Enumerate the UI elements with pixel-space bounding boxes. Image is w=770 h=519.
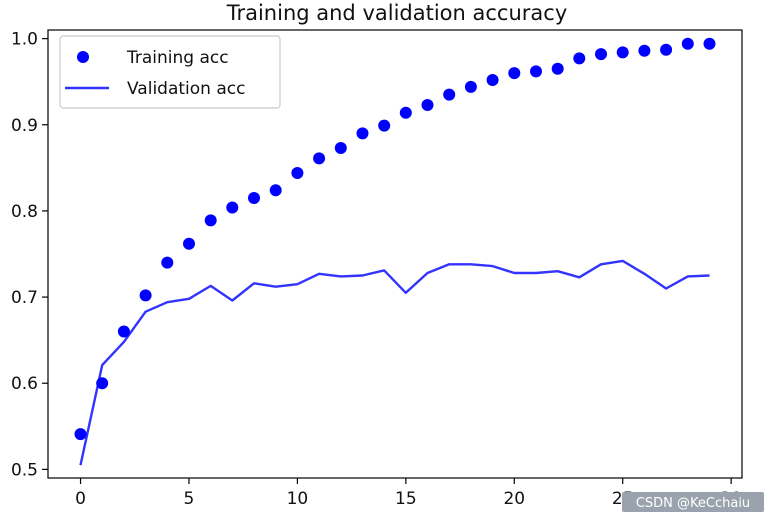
training-acc-point xyxy=(74,428,87,441)
training-acc-point xyxy=(660,43,673,56)
x-tick-label: 0 xyxy=(75,489,86,509)
x-tick-label: 15 xyxy=(395,489,417,509)
series-points-training-acc xyxy=(74,37,716,441)
y-axis: 0.5 0.6 0.7 0.8 0.9 1.0 xyxy=(11,30,48,480)
training-acc-point xyxy=(530,65,542,78)
training-acc-point xyxy=(703,37,716,50)
training-acc-point xyxy=(595,48,607,61)
training-acc-point xyxy=(443,88,456,101)
training-acc-point xyxy=(681,37,694,50)
x-tick-label: 10 xyxy=(287,489,309,509)
watermark-background xyxy=(622,492,764,512)
training-acc-point xyxy=(356,127,369,140)
training-acc-point xyxy=(399,106,412,119)
training-acc-point xyxy=(421,99,434,111)
training-acc-point xyxy=(139,289,152,302)
training-acc-point xyxy=(269,184,282,197)
training-acc-point xyxy=(161,256,174,269)
training-acc-point xyxy=(616,46,629,59)
training-acc-point xyxy=(508,67,521,80)
legend-marker-training-acc xyxy=(77,51,89,63)
training-acc-point xyxy=(96,377,109,390)
x-tick-label: 5 xyxy=(184,489,195,509)
y-tick-label: 0.8 xyxy=(11,202,38,222)
watermark: CSDN @KeCchaiu xyxy=(622,492,764,512)
training-acc-point xyxy=(573,52,586,65)
y-tick-label: 1.0 xyxy=(11,30,38,50)
training-acc-point xyxy=(334,142,347,154)
training-acc-point xyxy=(638,44,651,57)
x-tick-label: 20 xyxy=(503,489,525,509)
training-acc-point xyxy=(486,74,499,86)
legend: Training acc Validation acc xyxy=(59,35,281,109)
legend-box xyxy=(59,35,281,109)
training-acc-point xyxy=(204,214,217,227)
training-acc-point xyxy=(183,237,195,250)
training-acc-point xyxy=(117,325,130,338)
training-acc-point xyxy=(291,167,304,179)
legend-label-training-acc: Training acc xyxy=(126,48,229,68)
training-acc-point xyxy=(313,152,326,165)
training-acc-point xyxy=(248,192,260,204)
y-tick-label: 0.6 xyxy=(11,374,38,394)
y-tick-label: 0.5 xyxy=(11,460,38,480)
series-line-validation-acc xyxy=(79,259,710,466)
watermark-text: CSDN @KeCchaiu xyxy=(636,496,750,511)
training-acc-point xyxy=(226,201,239,214)
training-acc-point xyxy=(378,119,391,132)
training-acc-point xyxy=(551,62,564,75)
training-acc-point xyxy=(464,80,477,93)
legend-label-validation-acc: Validation acc xyxy=(127,79,245,99)
y-tick-label: 0.9 xyxy=(11,116,38,136)
y-tick-label: 0.7 xyxy=(11,288,38,308)
chart-title: Training and validation accuracy xyxy=(226,1,568,25)
plot-frame xyxy=(47,29,743,479)
